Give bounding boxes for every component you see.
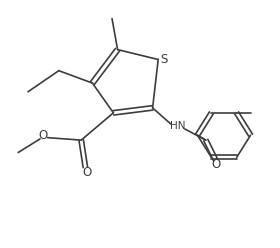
Text: O: O xyxy=(82,166,92,179)
Text: O: O xyxy=(211,158,220,171)
Text: O: O xyxy=(39,129,48,142)
Text: HN: HN xyxy=(170,122,186,131)
Text: S: S xyxy=(161,53,168,65)
